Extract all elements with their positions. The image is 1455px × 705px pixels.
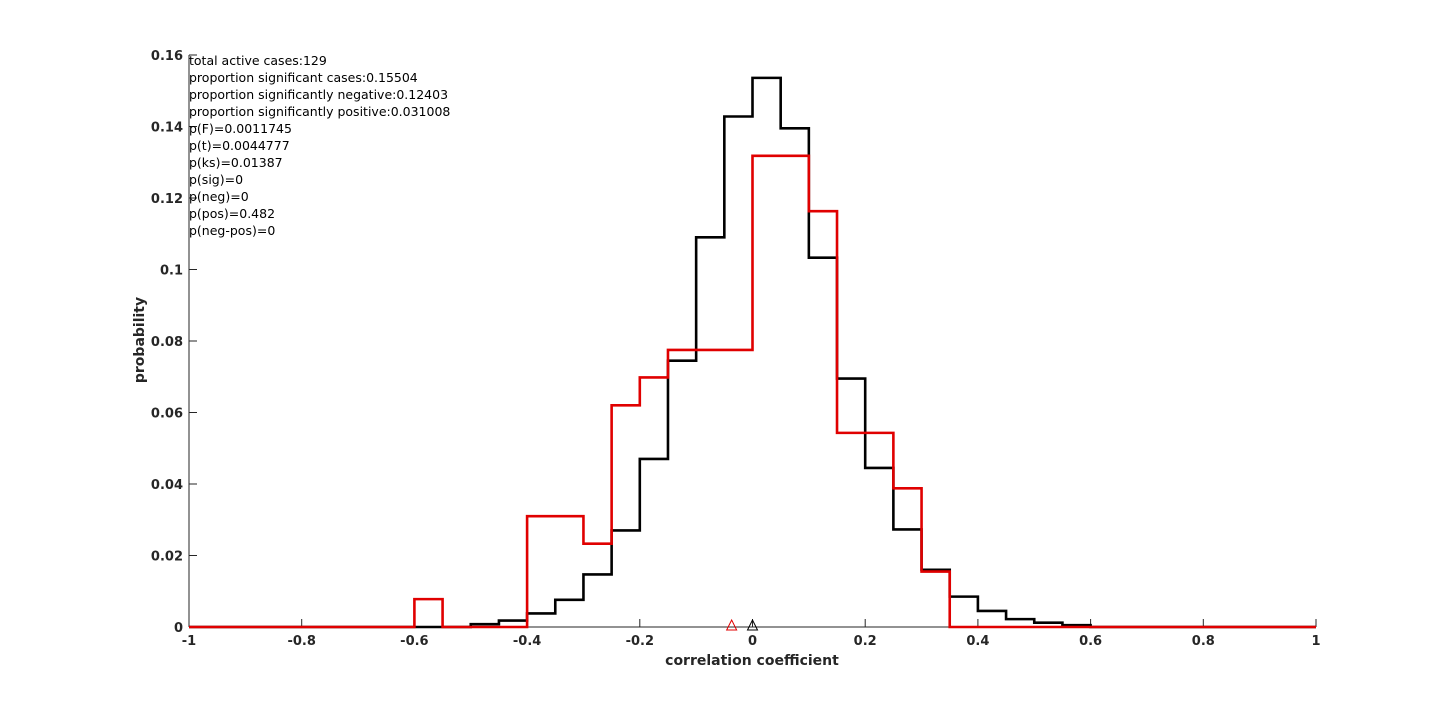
statistics-annotation: total active cases:129 proportion signifi… bbox=[189, 53, 450, 238]
series-group bbox=[189, 76, 1316, 629]
x-tick-label: 0 bbox=[748, 634, 757, 649]
x-tick-label: 1 bbox=[1311, 634, 1320, 649]
annotation-line: p(t)=0.0044777 bbox=[189, 138, 290, 153]
x-tick-label: -0.4 bbox=[513, 634, 541, 649]
y-tick-label: 0.06 bbox=[151, 407, 183, 422]
annotation-line: p(ks)=0.01387 bbox=[189, 155, 283, 170]
x-axis-title: correlation coefficient bbox=[665, 653, 839, 669]
histogram-series-1 bbox=[189, 76, 1316, 629]
y-axis-title: probability bbox=[132, 297, 148, 383]
x-tick-label: -0.2 bbox=[626, 634, 654, 649]
y-tick-label: 0.1 bbox=[160, 264, 183, 279]
mean-marker-1 bbox=[746, 618, 759, 631]
annotation-line: p(neg)=0 bbox=[189, 189, 249, 204]
annotation-line: p(F)=0.0011745 bbox=[189, 121, 292, 136]
annotation-line: proportion significantly negative:0.1240… bbox=[189, 87, 448, 102]
y-tick-label: 0.16 bbox=[151, 49, 183, 64]
histogram-series-2 bbox=[189, 154, 1316, 629]
y-tick-label: 0.04 bbox=[151, 478, 183, 493]
x-tick-label: -0.6 bbox=[400, 634, 428, 649]
x-tick-label: -1 bbox=[182, 634, 196, 649]
annotation-line: p(sig)=0 bbox=[189, 172, 243, 187]
x-tick-label: -0.8 bbox=[287, 634, 315, 649]
y-tick-label: 0.08 bbox=[151, 335, 183, 350]
annotation-line: proportion significant cases:0.15504 bbox=[189, 70, 418, 85]
y-tick-label: 0 bbox=[174, 621, 183, 636]
mean-marker-2 bbox=[725, 618, 738, 631]
x-tick-label: 0.4 bbox=[966, 634, 989, 649]
annotation-line: total active cases:129 bbox=[189, 53, 327, 68]
annotation-line: proportion significantly positive:0.0310… bbox=[189, 104, 450, 119]
x-tick-label: 0.2 bbox=[854, 634, 877, 649]
y-tick-label: 0.12 bbox=[151, 192, 183, 207]
y-tick-label: 0.14 bbox=[151, 121, 183, 136]
mean-markers bbox=[725, 618, 759, 631]
x-tick-label: 0.6 bbox=[1079, 634, 1102, 649]
axes: -1 -0.8 -0.6 -0.4 -0.2 0 0.2 0.4 0.6 0.8 1 0 0.02 0.0… bbox=[151, 49, 1321, 649]
x-tick-label: 0.8 bbox=[1192, 634, 1215, 649]
annotation-line: p(pos)=0.482 bbox=[189, 206, 275, 221]
annotation-line: p(neg-pos)=0 bbox=[189, 223, 275, 238]
y-tick-label: 0.02 bbox=[151, 550, 183, 565]
